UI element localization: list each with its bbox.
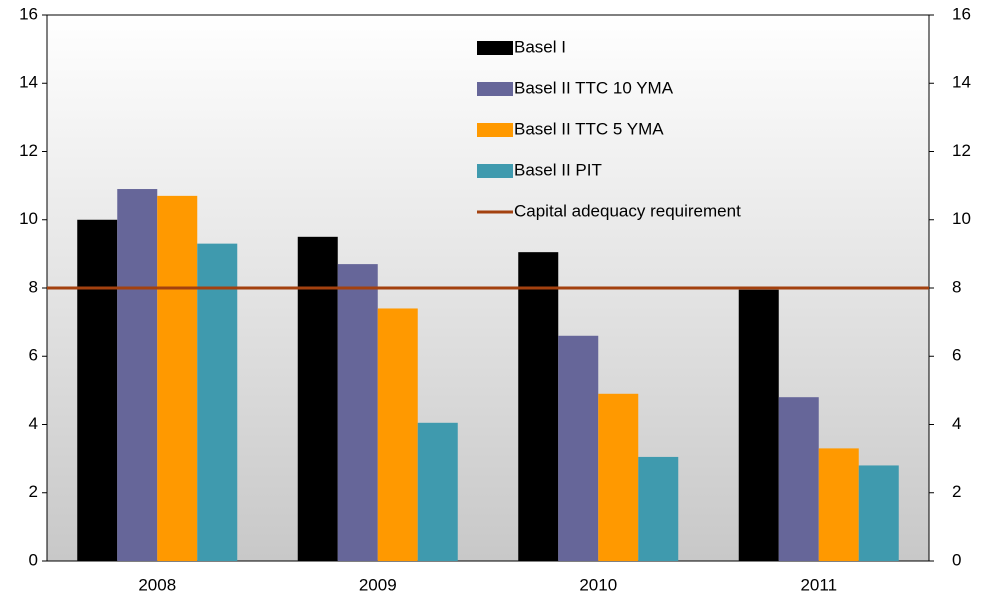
y2-tick-label: 0 [952,550,961,569]
legend-label: Basel II TTC 10 YMA [514,78,674,97]
y-tick-label: 6 [29,346,38,365]
legend-swatch [477,82,513,96]
bar [377,308,418,561]
x-tick-label: 2011 [800,575,837,594]
y2-tick-label: 12 [952,141,971,160]
x-tick-label: 2010 [579,575,617,594]
bar [77,219,118,561]
bar [297,236,338,561]
bar [598,393,639,561]
bar [558,335,599,561]
y-tick-label: 0 [29,550,38,569]
bar [818,448,859,561]
legend-label: Basel I [514,37,566,56]
bar [337,264,378,561]
legend-swatch [477,123,513,137]
bar [417,422,458,561]
bar [858,465,899,561]
y-tick-label: 2 [29,482,38,501]
x-tick-label: 2008 [138,575,176,594]
bar [518,252,559,561]
bar [778,397,819,561]
y2-tick-label: 16 [952,4,971,23]
x-tick-label: 2009 [359,575,397,594]
legend-label: Capital adequacy requirement [514,201,741,220]
y2-tick-label: 10 [952,209,971,228]
bar [738,289,779,561]
bar [197,243,238,561]
bar [157,195,198,562]
y2-tick-label: 2 [952,482,961,501]
y2-tick-label: 14 [952,73,971,92]
legend-label: Basel II PIT [514,160,602,179]
y2-tick-label: 4 [952,414,961,433]
y-tick-label: 14 [19,73,38,92]
bar [638,456,679,561]
y-tick-label: 16 [19,4,38,23]
bar [117,189,158,561]
y2-tick-label: 6 [952,346,961,365]
y-tick-label: 10 [19,209,38,228]
y-tick-label: 8 [29,277,38,296]
y-tick-label: 4 [29,414,38,433]
y2-tick-label: 8 [952,277,961,296]
legend-swatch [477,41,513,55]
legend-swatch [477,164,513,178]
y-tick-label: 12 [19,141,38,160]
legend-label: Basel II TTC 5 YMA [514,119,664,138]
